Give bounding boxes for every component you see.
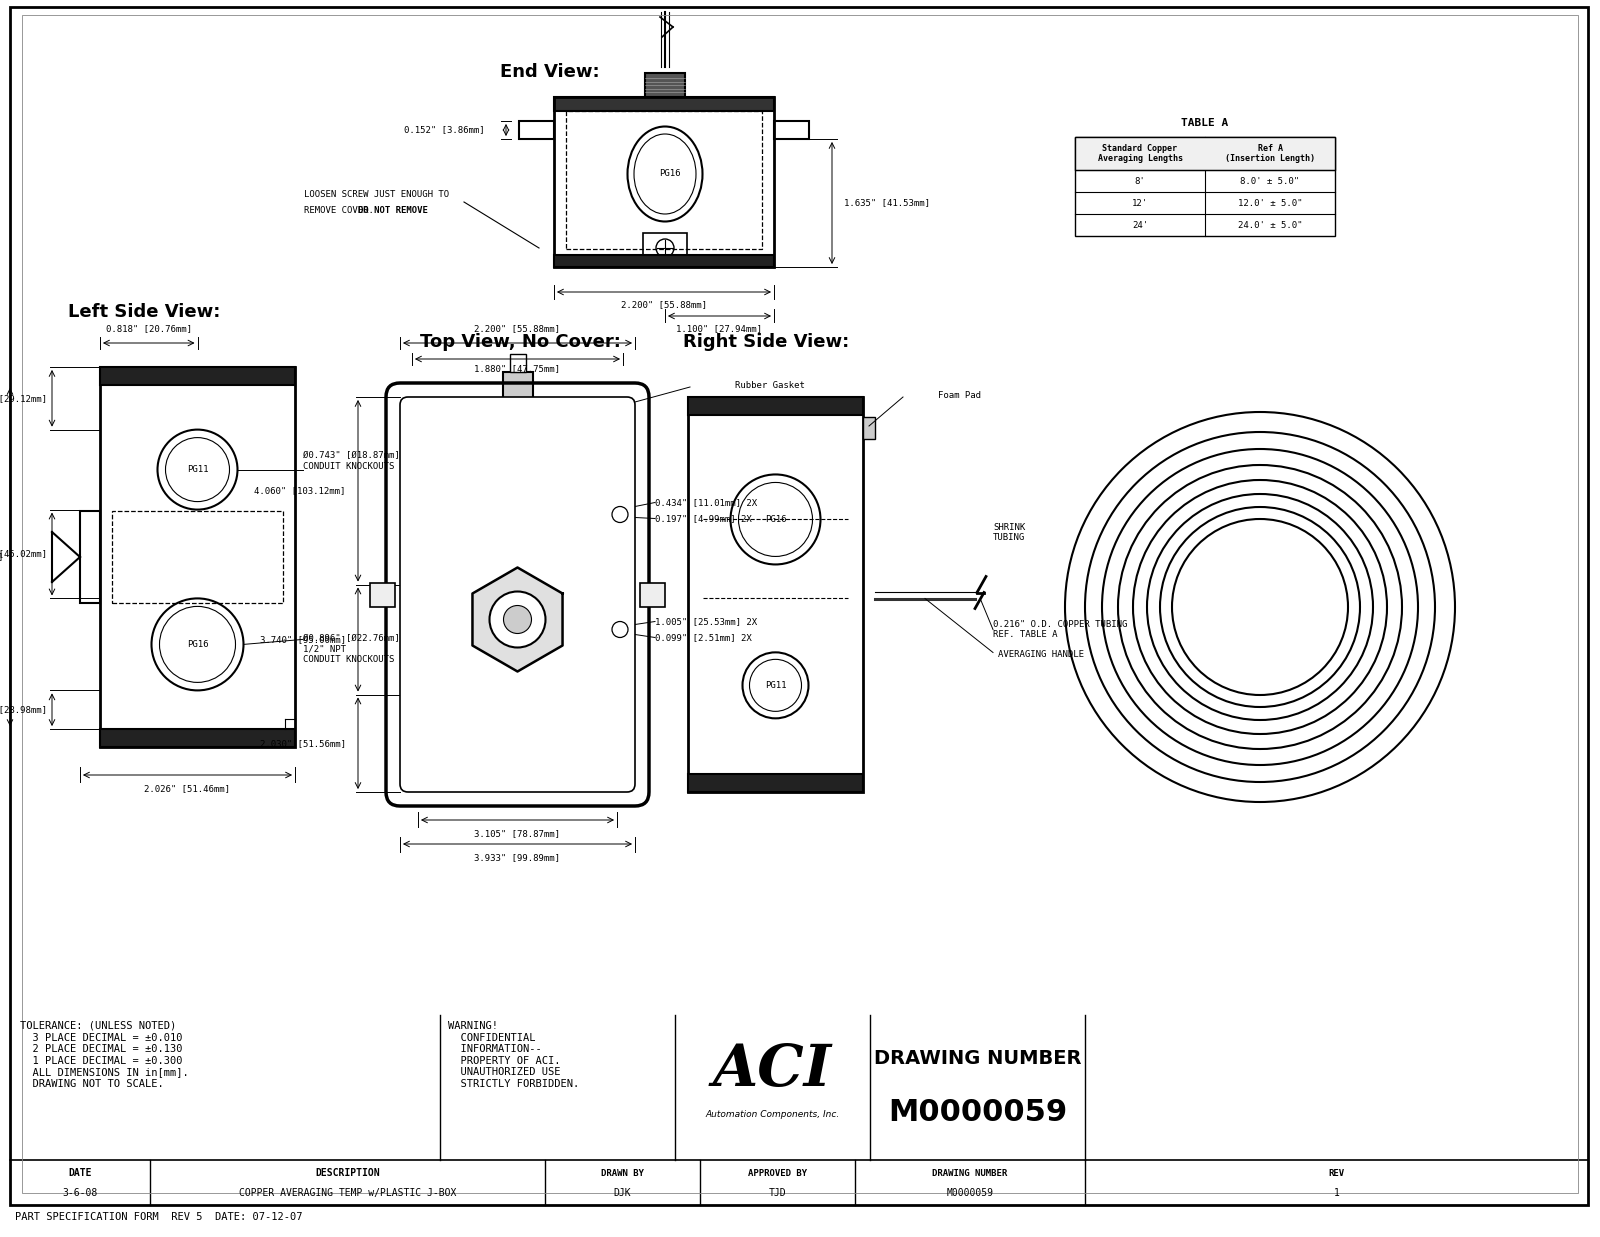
Text: REMOVE COVER.: REMOVE COVER. xyxy=(304,207,379,215)
Text: 1.141" [28.98mm]: 1.141" [28.98mm] xyxy=(0,705,46,714)
Text: 2.026" [51.46mm]: 2.026" [51.46mm] xyxy=(144,784,230,793)
Text: 24.0' ± 5.0": 24.0' ± 5.0" xyxy=(1238,220,1302,230)
Text: DRAWN BY: DRAWN BY xyxy=(602,1169,643,1178)
Text: 12.0' ± 5.0": 12.0' ± 5.0" xyxy=(1238,198,1302,208)
Text: 3.740" [95.00mm]: 3.740" [95.00mm] xyxy=(259,635,346,644)
Text: 3.933" [99.89mm]: 3.933" [99.89mm] xyxy=(475,854,560,862)
Text: 0.152" [3.86mm]: 0.152" [3.86mm] xyxy=(403,125,485,135)
Text: TABLE A: TABLE A xyxy=(1181,118,1229,127)
Bar xyxy=(80,511,99,602)
Text: SHRINK
TUBING: SHRINK TUBING xyxy=(994,523,1026,542)
Text: DRAWING NUMBER: DRAWING NUMBER xyxy=(874,1049,1082,1068)
Bar xyxy=(554,96,774,267)
Bar xyxy=(502,372,533,402)
Text: 0.818" [20.76mm]: 0.818" [20.76mm] xyxy=(106,324,192,334)
Text: PG16: PG16 xyxy=(659,169,680,178)
Text: ACI: ACI xyxy=(714,1043,832,1098)
Text: PG11: PG11 xyxy=(187,465,208,474)
Text: Ref A
(Insertion Length): Ref A (Insertion Length) xyxy=(1226,143,1315,163)
Text: WARNING!
  CONFIDENTIAL
  INFORMATION--
  PROPERTY OF ACI.
  UNAUTHORIZED USE
  : WARNING! CONFIDENTIAL INFORMATION-- PROP… xyxy=(448,1021,579,1089)
Bar xyxy=(688,397,862,414)
Text: LOOSEN SCREW JUST ENOUGH TO: LOOSEN SCREW JUST ENOUGH TO xyxy=(304,190,450,199)
Text: 8': 8' xyxy=(1134,177,1146,186)
Text: 1: 1 xyxy=(1333,1188,1339,1197)
Text: Automation Components, Inc.: Automation Components, Inc. xyxy=(706,1110,840,1119)
Text: Left Side View:: Left Side View: xyxy=(67,303,221,320)
Bar xyxy=(554,255,774,267)
Bar xyxy=(774,121,810,139)
Text: 4.060" [103.12mm]: 4.060" [103.12mm] xyxy=(0,553,3,562)
Bar xyxy=(112,511,283,602)
Bar xyxy=(688,774,862,792)
Text: 0.216" O.D. COPPER TUBING
REF. TABLE A: 0.216" O.D. COPPER TUBING REF. TABLE A xyxy=(994,620,1128,640)
Text: 0.099" [2.51mm] 2X: 0.099" [2.51mm] 2X xyxy=(654,633,752,642)
Bar xyxy=(640,583,666,606)
Bar xyxy=(1075,137,1334,236)
Bar xyxy=(99,729,294,747)
Text: 12': 12' xyxy=(1131,198,1149,208)
Text: 1.880" [47.75mm]: 1.880" [47.75mm] xyxy=(475,365,560,374)
Text: 0.434" [11.01mm] 2X: 0.434" [11.01mm] 2X xyxy=(654,499,757,507)
Text: COPPER AVERAGING TEMP w/PLASTIC J-BOX: COPPER AVERAGING TEMP w/PLASTIC J-BOX xyxy=(238,1188,456,1197)
Text: 1.635" [41.53mm]: 1.635" [41.53mm] xyxy=(845,198,930,208)
Text: TOLERANCE: (UNLESS NOTED)
  3 PLACE DECIMAL = ±0.010
  2 PLACE DECIMAL = ±0.130
: TOLERANCE: (UNLESS NOTED) 3 PLACE DECIMA… xyxy=(19,1021,189,1089)
Text: 2.200" [55.88mm]: 2.200" [55.88mm] xyxy=(475,324,560,334)
Text: 2.030" [51.56mm]: 2.030" [51.56mm] xyxy=(259,738,346,747)
Text: PG16: PG16 xyxy=(187,640,208,649)
Text: DRAWING NUMBER: DRAWING NUMBER xyxy=(933,1169,1008,1178)
Text: DESCRIPTION: DESCRIPTION xyxy=(315,1168,379,1178)
Text: DO NOT REMOVE: DO NOT REMOVE xyxy=(358,207,427,215)
Circle shape xyxy=(490,591,546,647)
Text: 1.773" [45.02mm]: 1.773" [45.02mm] xyxy=(0,549,46,558)
Polygon shape xyxy=(472,568,563,672)
Text: 2.200" [55.88mm]: 2.200" [55.88mm] xyxy=(621,301,707,309)
Text: PG16: PG16 xyxy=(765,515,786,524)
Text: Top View, No Cover:: Top View, No Cover: xyxy=(419,333,621,351)
Bar xyxy=(99,367,294,747)
Bar xyxy=(99,367,294,385)
Bar xyxy=(862,417,875,439)
Text: Standard Copper
Averaging Lengths: Standard Copper Averaging Lengths xyxy=(1098,143,1182,163)
Text: APPROVED BY: APPROVED BY xyxy=(747,1169,806,1178)
Text: Foam Pad: Foam Pad xyxy=(938,391,981,400)
Text: End View:: End View: xyxy=(499,63,600,80)
Text: 3-6-08: 3-6-08 xyxy=(62,1188,98,1197)
Text: 1.147" [29.12mm]: 1.147" [29.12mm] xyxy=(0,393,46,403)
Bar xyxy=(566,111,762,249)
Bar xyxy=(645,73,685,99)
Text: 1.100" [27.94mm]: 1.100" [27.94mm] xyxy=(677,324,763,334)
Text: DATE: DATE xyxy=(69,1168,91,1178)
Text: 1.005" [25.53mm] 2X: 1.005" [25.53mm] 2X xyxy=(654,617,757,626)
Bar xyxy=(518,121,554,139)
Text: 3.105" [78.87mm]: 3.105" [78.87mm] xyxy=(475,830,560,839)
Bar xyxy=(554,96,774,111)
Bar xyxy=(370,583,395,606)
Text: 24': 24' xyxy=(1131,220,1149,230)
Text: TJD: TJD xyxy=(768,1188,786,1197)
Circle shape xyxy=(504,605,531,633)
Text: 8.0' ± 5.0": 8.0' ± 5.0" xyxy=(1240,177,1299,186)
Text: REV: REV xyxy=(1328,1169,1344,1178)
Text: M0000059: M0000059 xyxy=(947,1188,994,1197)
Text: M0000059: M0000059 xyxy=(888,1097,1067,1127)
Text: DJK: DJK xyxy=(614,1188,632,1197)
Text: 0.197" [4.99mm] 2X: 0.197" [4.99mm] 2X xyxy=(654,515,752,523)
Bar xyxy=(688,397,862,792)
Text: PG11: PG11 xyxy=(765,680,786,690)
Bar xyxy=(1075,137,1334,169)
Text: AVERAGING HANDLE: AVERAGING HANDLE xyxy=(998,649,1085,659)
Bar xyxy=(509,354,525,372)
Bar xyxy=(643,233,686,263)
FancyBboxPatch shape xyxy=(400,397,635,792)
Text: PART SPECIFICATION FORM  REV 5  DATE: 07-12-07: PART SPECIFICATION FORM REV 5 DATE: 07-1… xyxy=(14,1212,302,1222)
Text: Ø0.896" [Ø22.76mm] 4X
1/2" NPT
CONDUIT KNOCKOUTS: Ø0.896" [Ø22.76mm] 4X 1/2" NPT CONDUIT K… xyxy=(302,635,416,664)
Text: Right Side View:: Right Side View: xyxy=(683,333,850,351)
Text: 4.060" [103.12mm]: 4.060" [103.12mm] xyxy=(254,486,346,495)
Text: Rubber Gasket: Rubber Gasket xyxy=(734,381,805,390)
Text: Ø0.743" [Ø18.87mm] 2X
CONDUIT KNOCKOUTS: Ø0.743" [Ø18.87mm] 2X CONDUIT KNOCKOUTS xyxy=(302,452,416,471)
